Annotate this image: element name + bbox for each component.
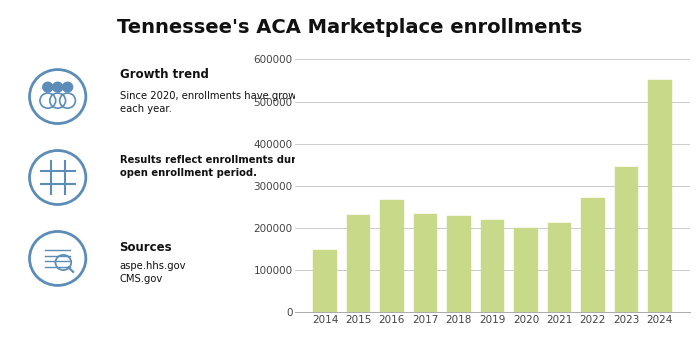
Text: Tennessee's ACA Marketplace enrollments: Tennessee's ACA Marketplace enrollments	[118, 18, 582, 37]
Bar	[414, 214, 437, 312]
Bar	[447, 216, 470, 312]
Bar	[313, 250, 337, 312]
Circle shape	[43, 82, 53, 92]
Text: Growth trend: Growth trend	[120, 68, 209, 81]
Bar	[547, 223, 571, 312]
Bar	[380, 200, 404, 312]
Bar	[615, 167, 638, 312]
Text: Since 2020, enrollments have grown
each year.: Since 2020, enrollments have grown each …	[120, 91, 302, 114]
Text: health
insurance
.org™: health insurance .org™	[17, 313, 67, 344]
Circle shape	[62, 82, 73, 92]
Bar	[581, 198, 605, 312]
Text: Sources: Sources	[120, 241, 172, 254]
Bar	[346, 215, 370, 312]
Circle shape	[52, 82, 63, 92]
Bar	[514, 228, 538, 312]
Text: aspe.hhs.gov
CMS.gov: aspe.hhs.gov CMS.gov	[120, 261, 186, 284]
Bar	[648, 80, 671, 312]
Text: Results reflect enrollments during the
open enrollment period.: Results reflect enrollments during the o…	[120, 154, 336, 178]
Bar	[481, 220, 504, 312]
